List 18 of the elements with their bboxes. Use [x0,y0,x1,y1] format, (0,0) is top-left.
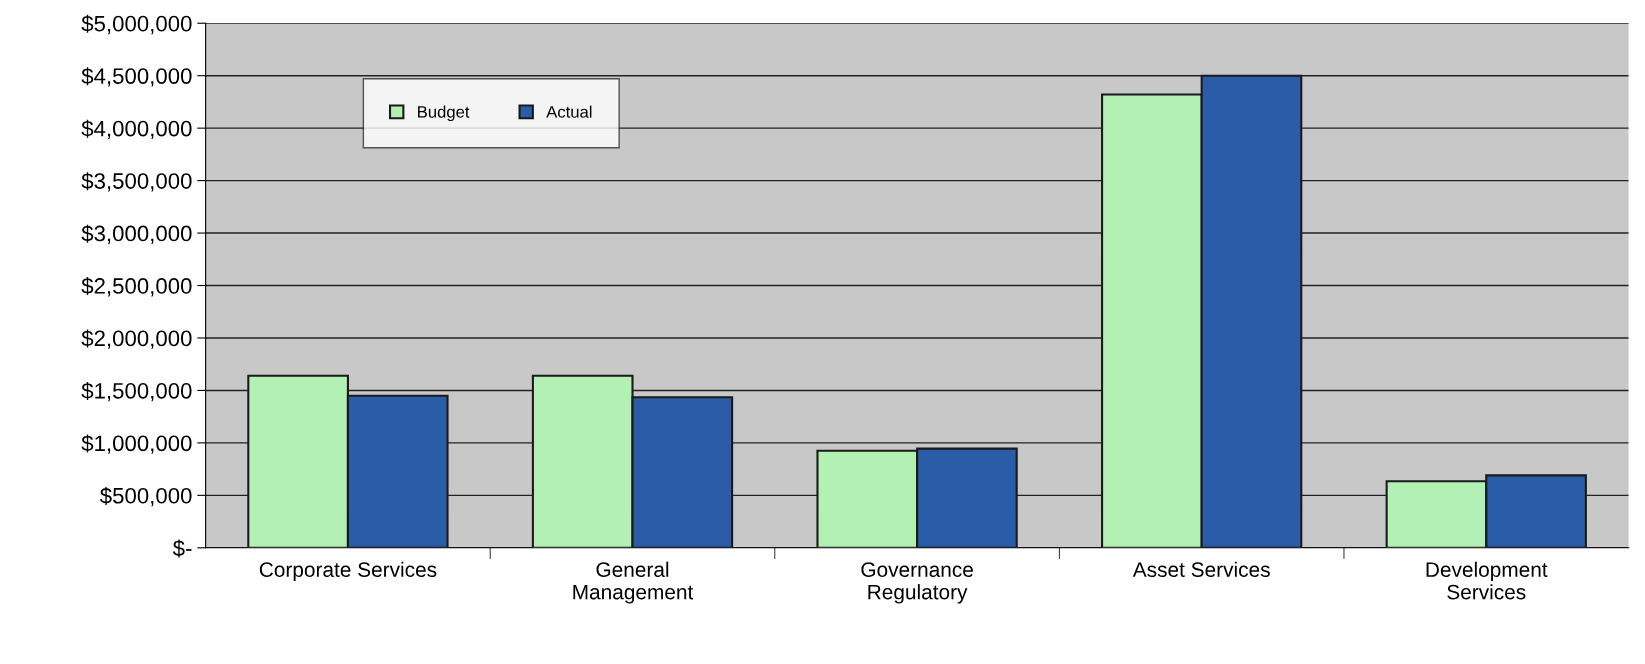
y-tick-label: $3,500,000 [81,172,192,192]
y-tick-label: $5,000,000 [81,14,192,35]
y-tick-label: $4,000,000 [81,119,192,140]
x-tick-label: General Management [573,561,694,604]
y-tick-label: $2,500,000 [81,277,192,297]
y-tick-label: $500,000 [99,486,192,507]
x-tick-label: Corporate Services [259,561,437,582]
legend-label: Actual [546,105,592,118]
y-tick-label: $1,000,000 [81,434,192,454]
x-tick-label: Development Services [1426,561,1548,600]
y-tick-label: $- [172,539,192,558]
x-tick-label: Asset Services [1132,561,1270,577]
legend-label: Budget [418,105,470,122]
x-tick-label: Governance Regulatory [861,562,973,604]
y-tick-label: $4,500,000 [81,67,192,87]
y-tick-label: $2,000,000 [81,329,192,349]
y-tick-label: $1,500,000 [81,382,192,402]
y-tick-label: $3,000,000 [81,224,192,244]
